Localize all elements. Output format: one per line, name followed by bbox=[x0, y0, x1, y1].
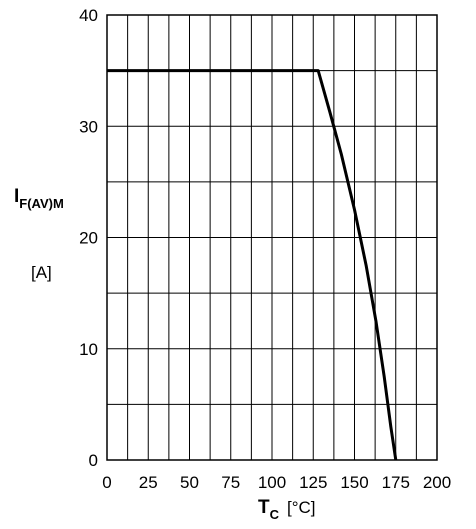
x-axis-symbol: T bbox=[258, 497, 270, 518]
x-tick-label: 100 bbox=[258, 473, 286, 492]
x-tick-label: 175 bbox=[382, 473, 410, 492]
x-tick-label: 25 bbox=[139, 473, 158, 492]
x-axis-label: TC [°C] bbox=[258, 497, 316, 522]
x-tick-label: 0 bbox=[102, 473, 111, 492]
derating-curve bbox=[107, 69, 398, 461]
x-tick-label: 125 bbox=[299, 473, 327, 492]
y-axis-subscript: F(AV)M bbox=[19, 196, 64, 211]
x-tick-label: 200 bbox=[423, 473, 451, 492]
x-axis-subscript: C bbox=[269, 507, 279, 522]
y-tick-label: 20 bbox=[79, 229, 98, 248]
y-axis-unit: [A] bbox=[31, 263, 52, 282]
x-tick-label: 150 bbox=[340, 473, 368, 492]
x-axis-unit: [°C] bbox=[287, 498, 316, 517]
x-tick-labels: 0 25 50 75 100 125 150 175 200 bbox=[102, 473, 451, 492]
y-tick-label: 30 bbox=[79, 117, 98, 136]
y-axis-label: IF(AV)M bbox=[14, 186, 64, 211]
y-tick-label: 40 bbox=[79, 6, 98, 25]
x-tick-label: 75 bbox=[221, 473, 240, 492]
y-axis-symbol: I bbox=[14, 186, 20, 207]
plot-frame bbox=[106, 14, 438, 461]
y-tick-labels: 0 10 20 30 40 bbox=[79, 6, 98, 470]
y-tick-label: 10 bbox=[79, 340, 98, 359]
x-tick-label: 50 bbox=[180, 473, 199, 492]
y-tick-label: 0 bbox=[89, 451, 98, 470]
